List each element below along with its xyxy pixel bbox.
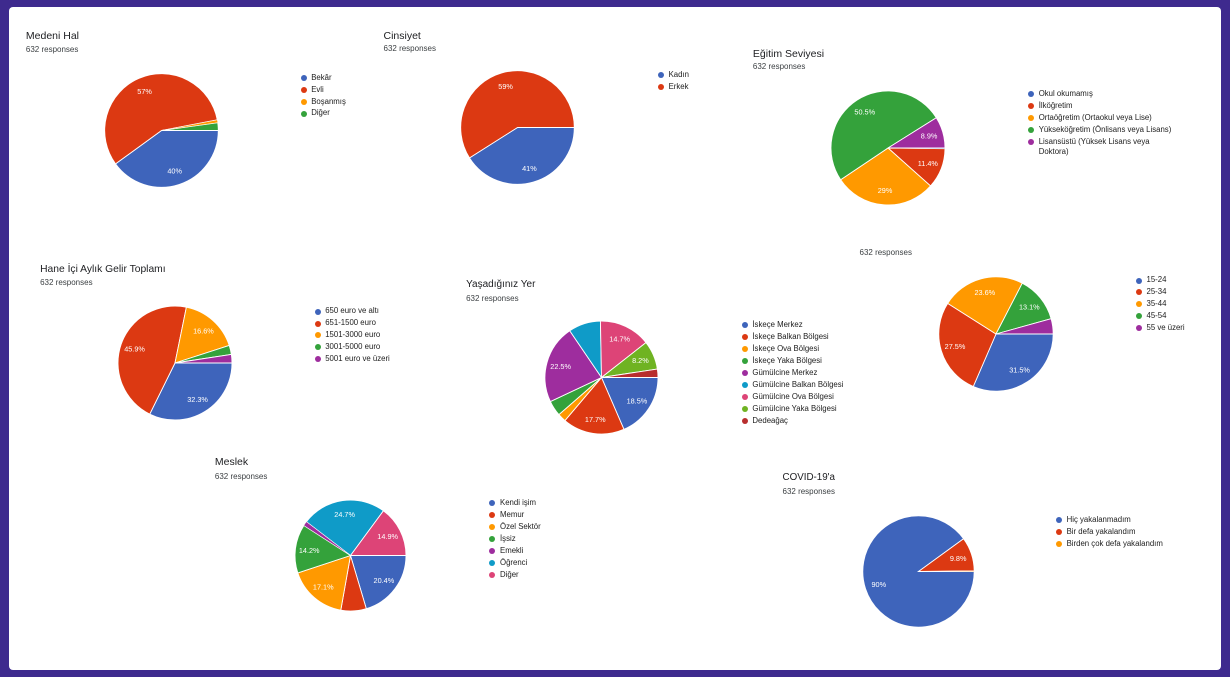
svg-text:14.9%: 14.9% bbox=[377, 532, 398, 541]
svg-text:20.4%: 20.4% bbox=[373, 576, 394, 585]
svg-text:27.5%: 27.5% bbox=[945, 342, 966, 351]
svg-text:18.5%: 18.5% bbox=[627, 396, 648, 405]
svg-text:57%: 57% bbox=[137, 86, 152, 95]
svg-text:16.6%: 16.6% bbox=[193, 327, 214, 336]
svg-text:40%: 40% bbox=[167, 166, 182, 175]
svg-text:41%: 41% bbox=[522, 164, 537, 173]
svg-text:31.5%: 31.5% bbox=[1009, 365, 1030, 374]
svg-text:29%: 29% bbox=[878, 186, 893, 195]
svg-text:59%: 59% bbox=[498, 82, 513, 91]
svg-text:45.9%: 45.9% bbox=[124, 345, 145, 354]
svg-text:14.7%: 14.7% bbox=[609, 334, 630, 343]
svg-text:8.9%: 8.9% bbox=[921, 131, 938, 140]
svg-text:22.5%: 22.5% bbox=[550, 361, 571, 370]
svg-text:17.1%: 17.1% bbox=[313, 582, 334, 591]
svg-text:17.7%: 17.7% bbox=[585, 414, 606, 423]
svg-text:24.7%: 24.7% bbox=[334, 510, 355, 519]
svg-text:8.2%: 8.2% bbox=[632, 356, 649, 365]
svg-text:11.4%: 11.4% bbox=[918, 158, 939, 167]
svg-text:13.1%: 13.1% bbox=[1019, 302, 1040, 311]
svg-text:90%: 90% bbox=[871, 579, 886, 588]
svg-text:9.8%: 9.8% bbox=[949, 553, 966, 562]
svg-text:23.6%: 23.6% bbox=[974, 288, 995, 297]
svg-text:50.5%: 50.5% bbox=[854, 107, 875, 116]
svg-text:32.3%: 32.3% bbox=[187, 395, 208, 404]
svg-text:14.2%: 14.2% bbox=[299, 546, 320, 555]
